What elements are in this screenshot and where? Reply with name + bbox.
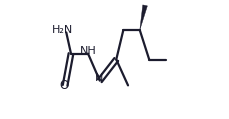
Text: NH: NH <box>80 46 97 56</box>
Text: H₂N: H₂N <box>52 25 73 35</box>
Text: N: N <box>95 73 104 83</box>
Polygon shape <box>140 5 147 30</box>
Text: O: O <box>59 79 68 92</box>
